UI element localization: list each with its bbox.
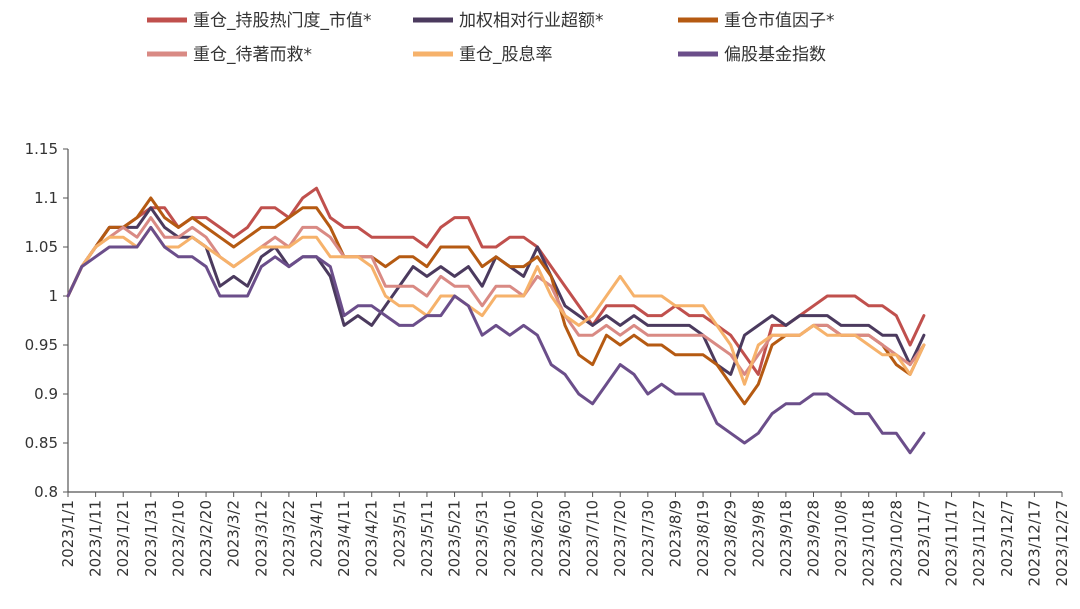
series-line: [66, 206, 926, 376]
x-tick-label: 2023/9/18: [777, 500, 795, 577]
x-tick-label: 2023/6/30: [556, 500, 574, 577]
series-line: [66, 225, 926, 386]
x-tick-label: 2023/2/20: [197, 500, 215, 577]
y-tick-label: 1.1: [34, 189, 58, 207]
y-tick-label: 0.9: [34, 385, 58, 403]
x-tick-label: 2023/6/10: [501, 500, 519, 577]
x-tick-label: 2023/11/17: [943, 500, 961, 586]
x-tick-label: 2023/6/20: [528, 500, 546, 577]
legend-label: 重仓市值因子*: [724, 11, 835, 31]
x-tick-label: 2023/12/7: [998, 500, 1016, 577]
legend-label: 重仓_待著而救*: [193, 45, 312, 65]
y-tick-label: 0.85: [25, 434, 58, 452]
x-tick-label: 2023/7/20: [611, 500, 629, 577]
legend-label: 重仓_持股热门度_市值*: [193, 11, 372, 31]
legend-label: 重仓_股息率: [459, 45, 553, 65]
x-tick-label: 2023/8/19: [694, 500, 712, 577]
x-tick-label: 2023/2/10: [169, 500, 187, 577]
x-tick-label: 2023/7/10: [584, 500, 602, 577]
series-layer: [66, 186, 926, 455]
x-tick-label: 2023/1/21: [114, 500, 132, 577]
legend-label: 偏股基金指数: [724, 45, 826, 65]
x-tick-label: 2023/1/1: [59, 500, 77, 567]
x-tick-label: 2023/8/29: [722, 500, 740, 577]
x-tick-label: 2023/5/1: [390, 500, 408, 567]
x-tick-label: 2023/7/30: [639, 500, 657, 577]
x-tick-label: 2023/12/27: [1053, 500, 1071, 586]
x-tick-label: 2023/4/21: [363, 500, 381, 577]
y-tick-label: 1.05: [25, 238, 58, 256]
x-tick-label: 2023/10/18: [860, 500, 878, 586]
series-line: [66, 196, 926, 406]
y-tick-label: 1.15: [25, 140, 58, 158]
y-tick-label: 1: [48, 287, 58, 305]
y-tick-label: 0.95: [25, 336, 58, 354]
x-tick-label: 2023/4/11: [335, 500, 353, 577]
x-tick-label: 2023/11/7: [915, 500, 933, 577]
x-tick-label: 2023/9/28: [805, 500, 823, 577]
x-tick-label: 2023/5/31: [473, 500, 491, 577]
x-tick-label: 2023/9/8: [749, 500, 767, 567]
series-line: [66, 186, 926, 376]
x-tick-label: 2023/8/9: [666, 500, 684, 567]
y-axis: 0.8 0.85 0.9 0.95 1 1.05 1.1 1.15: [25, 140, 69, 501]
x-tick-label: 2023/11/27: [970, 500, 988, 586]
x-tick-label: 2023/5/21: [446, 500, 464, 577]
x-tick-label: 2023/3/22: [280, 500, 298, 577]
x-tick-label: 2023/12/17: [1025, 500, 1043, 586]
y-tick-label: 0.8: [34, 483, 58, 501]
x-axis: 2023/1/1 2023/1/11 2023/1/21 2023/1/31 2023/…: [59, 491, 1071, 586]
legend-label: 加权相对行业超额*: [459, 11, 604, 31]
x-tick-label: 2023/10/8: [832, 500, 850, 577]
legend: 重仓_持股热门度_市值* 加权相对行业超额* 重仓市值因子* 重仓_待著而救* 重仓_股…: [147, 11, 835, 65]
x-tick-label: 2023/10/28: [887, 500, 905, 586]
series-line: [66, 225, 926, 455]
x-tick-label: 2023/1/31: [142, 500, 160, 577]
x-tick-label: 2023/3/12: [252, 500, 270, 577]
x-tick-label: 2023/5/11: [418, 500, 436, 577]
x-tick-label: 2023/4/1: [308, 500, 326, 567]
x-tick-label: 2023/3/2: [225, 500, 243, 567]
x-tick-label: 2023/1/11: [87, 500, 105, 577]
